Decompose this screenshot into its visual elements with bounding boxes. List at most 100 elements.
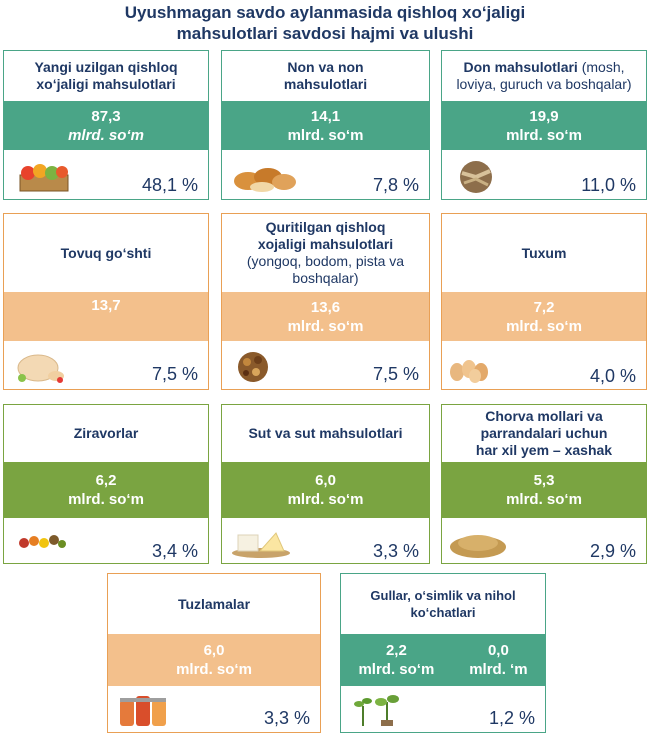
value-band: 87,3 mlrd. so‘m (4, 101, 208, 150)
card-title: Tuzlamalar (177, 595, 251, 612)
value-unit: mlrd. so‘m (287, 126, 364, 144)
card-header: Sut va sut mahsulotlari (222, 405, 429, 462)
eggs-icon (450, 360, 488, 383)
card-chicken: Tovuq go‘shti 13,7 7,5 % (3, 213, 209, 390)
card-dried-products: Quritilgan qishloq xojaligi mahsulotlari… (221, 213, 430, 390)
value-amount: 5,3 (533, 472, 555, 489)
value-amount: 2,2 (385, 642, 407, 659)
card-grains: Don mahsulotlari (mosh, loviya, guruch v… (441, 50, 647, 200)
value-unit: mlrd. so‘m (506, 317, 582, 335)
value-band: 13,6 mlrd. so‘m (222, 292, 429, 341)
card-header: Tuzlamalar (108, 574, 320, 634)
percent-share: 3,3 % (263, 708, 310, 728)
card-bread: Non va non mahsulotlari 14,1 mlrd. so‘m … (221, 50, 430, 200)
value-band: 2,2 mlrd. so‘m 0,0 mlrd. ‘m (341, 634, 545, 686)
card-header: Chorva mollari va parrandalari uchun har… (442, 405, 646, 462)
value-band: 19,9 mlrd. so‘m (442, 101, 646, 150)
percent-share: 7,5 % (372, 364, 419, 384)
card-title: Gullar, o‘simlik va nihol (370, 588, 516, 603)
value-unit: mlrd. so‘m (68, 491, 144, 508)
card-fresh-produce: Yangi uzilgan qishloq xo‘jaligi mahsulot… (3, 50, 209, 200)
value-unit: mlrd. so‘m (176, 661, 252, 678)
spices-icon (19, 535, 66, 548)
card-header: Non va non mahsulotlari (222, 51, 429, 101)
title-line-2: mahsulotlari savdosi hajmi va ulushi (176, 24, 474, 43)
percent-share: 7,5 % (151, 364, 198, 384)
card-title: Sut va sut mahsulotlari (248, 425, 403, 441)
seedlings-icon (354, 695, 399, 726)
card-title: Tovuq go‘shti (60, 244, 152, 261)
value-amount: 0,0 (487, 642, 509, 659)
card-header: Ziravorlar (4, 405, 208, 462)
value-amount: 6,0 (203, 642, 225, 659)
card-header: Don mahsulotlari (mosh, loviya, guruch v… (442, 51, 646, 101)
value-amount: 7,2 (533, 298, 555, 316)
card-header: Yangi uzilgan qishloq xo‘jaligi mahsulot… (4, 51, 208, 101)
card-subtitle: (mosh, loviya, guruch va boshqalar) (456, 59, 632, 92)
value-band: 6,0 mlrd. so‘m (222, 462, 429, 518)
card-animal-feed: Chorva mollari va parrandalari uchun har… (441, 404, 647, 564)
value-unit: mlrd. ‘m (469, 661, 528, 678)
dried-fruits-icon (238, 352, 268, 382)
percent-share: 7,8 % (372, 175, 419, 195)
card-title: ko‘chatlari (410, 605, 476, 620)
bread-icon (234, 168, 296, 192)
card-title: Ziravorlar (73, 425, 139, 441)
card-title: xojaligi mahsulotlari (257, 236, 394, 252)
card-header: Tuxum (442, 214, 646, 292)
grain-basket-icon (460, 161, 492, 193)
value-amount: 6,2 (95, 472, 117, 489)
percent-share: 11,0 % (581, 175, 636, 195)
value-band: 5,3 mlrd. so‘m (442, 462, 646, 518)
card-pickles: Tuzlamalar 6,0 mlrd. so‘m 3,3 % (107, 573, 321, 733)
title-line-1: Uyushmagan savdo aylanmasida qishloq xo‘… (124, 3, 526, 22)
card-title: Yangi uzilgan qishloq (34, 59, 178, 75)
value-unit: mlrd. so‘m (506, 126, 582, 144)
value-unit: mlrd. so‘m (506, 491, 582, 508)
percent-share: 2,9 % (589, 541, 636, 561)
value-unit: mlrd. so‘m (358, 661, 435, 678)
card-flowers-seedlings: Gullar, o‘simlik va nihol ko‘chatlari 2,… (340, 573, 546, 733)
value-band: 6,0 mlrd. so‘m (108, 634, 320, 686)
card-title: xo‘jaligi mahsulotlari (36, 76, 176, 92)
cheese-icon (232, 532, 290, 558)
card-header: Gullar, o‘simlik va nihol ko‘chatlari (341, 574, 545, 634)
card-dairy: Sut va sut mahsulotlari 6,0 mlrd. so‘m 3… (221, 404, 430, 564)
value-amount: 19,9 (529, 107, 559, 125)
value-amount: 14,1 (310, 107, 341, 125)
page-title: Uyushmagan savdo aylanmasida qishloq xo‘… (0, 2, 650, 44)
percent-share: 4,0 % (589, 366, 636, 386)
card-title: har xil yem – xashak (475, 442, 613, 458)
card-title: Non va non (287, 59, 364, 75)
card-title: Tuxum (521, 244, 567, 261)
card-spices: Ziravorlar 6,2 mlrd. so‘m 3,4 % (3, 404, 209, 564)
percent-share: 3,4 % (151, 541, 198, 561)
value-unit: mlrd. so‘m (68, 126, 144, 144)
card-header: Quritilgan qishloq xojaligi mahsulotlari… (222, 214, 429, 292)
value-band: 13,7 (4, 292, 208, 341)
card-title: parrandalari uchun (480, 425, 608, 441)
card-eggs: Tuxum 7,2 mlrd. so‘m 4,0 % (441, 213, 647, 390)
value-amount: 87,3 (91, 107, 121, 125)
value-amount: 6,0 (315, 472, 336, 489)
value-band: 6,2 mlrd. so‘m (4, 462, 208, 518)
card-title: Chorva mollari va (485, 408, 603, 424)
chicken-icon (17, 354, 64, 383)
pickle-jars-icon (120, 696, 166, 726)
card-title: Quritilgan qishloq (265, 219, 386, 235)
percent-share: 48,1 % (141, 175, 198, 195)
card-title: Don mahsulotlari (463, 59, 578, 75)
value-unit: mlrd. so‘m (287, 491, 364, 508)
vegetable-crate-icon (19, 164, 69, 192)
grain-pile-icon (450, 535, 506, 558)
value-amount: 13,7 (91, 297, 121, 314)
card-subtitle: (yongoq, bodom, pista va boshqalar) (246, 253, 405, 286)
card-title: mahsulotlari (283, 76, 368, 92)
card-header: Tovuq go‘shti (4, 214, 208, 292)
value-unit: mlrd. so‘m (287, 317, 364, 335)
value-band: 7,2 mlrd. so‘m (442, 292, 646, 341)
percent-share: 1,2 % (488, 708, 535, 728)
value-amount: 13,6 (310, 298, 341, 316)
percent-share: 3,3 % (372, 541, 419, 561)
value-band: 14,1 mlrd. so‘m (222, 101, 429, 150)
